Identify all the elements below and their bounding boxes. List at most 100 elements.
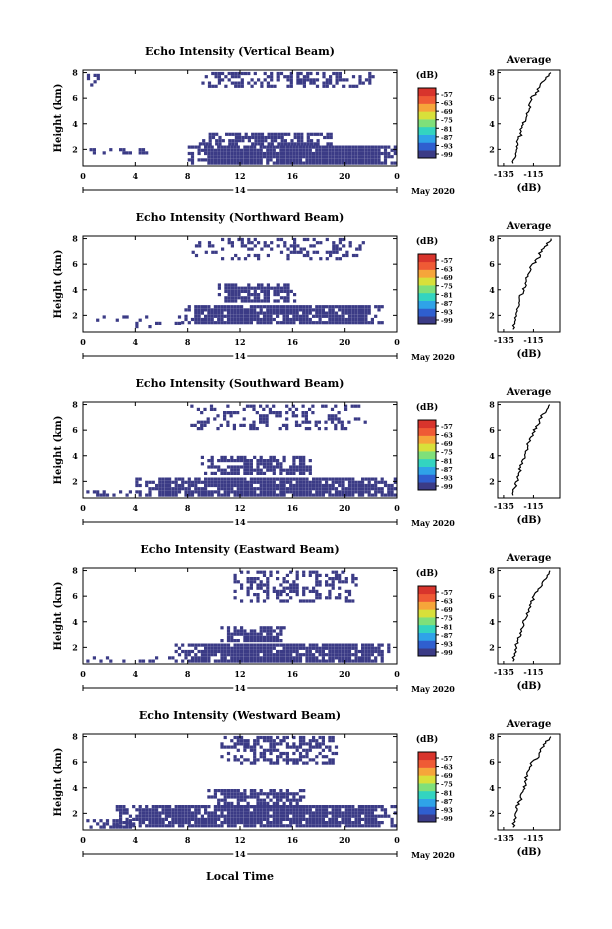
- echo-cell: [230, 817, 234, 821]
- echo-cell: [298, 817, 303, 821]
- echo-cell: [256, 161, 260, 165]
- echo-cell: [276, 158, 280, 162]
- echo-cell: [298, 459, 303, 463]
- echo-cell: [217, 155, 221, 159]
- echo-cell: [236, 158, 240, 162]
- echo-cell: [312, 480, 316, 484]
- echo-cell: [151, 805, 155, 809]
- echo-cell: [367, 490, 371, 494]
- echo-cell: [220, 480, 224, 484]
- echo-cell: [276, 817, 280, 821]
- echo-cell: [305, 480, 309, 484]
- echo-cell: [266, 321, 270, 325]
- echo-cell: [247, 289, 251, 293]
- echo-cell: [361, 483, 365, 488]
- echo-cell: [296, 250, 300, 254]
- echo-cell: [351, 573, 355, 577]
- echo-cell: [240, 821, 244, 825]
- echo-cell: [279, 589, 283, 593]
- echo-cell: [272, 308, 276, 312]
- echo-cell: [357, 493, 361, 497]
- echo-cell: [194, 487, 198, 491]
- echo-cell: [233, 317, 237, 322]
- echo-cell: [262, 755, 267, 759]
- echo-cell: [325, 814, 329, 818]
- echo-cell: [243, 824, 247, 828]
- echo-cell: [119, 805, 123, 809]
- echo-cell: [213, 308, 217, 312]
- echo-cell: [282, 805, 286, 809]
- echo-cell: [390, 805, 394, 809]
- average-frame: [497, 567, 561, 665]
- echo-cell: [305, 599, 309, 603]
- echo-cell: [377, 805, 381, 809]
- echo-cell: [347, 808, 352, 812]
- echo-cell: [230, 465, 234, 469]
- echo-cell: [354, 321, 358, 325]
- echo-cell: [252, 420, 256, 424]
- echo-cell: [331, 758, 335, 762]
- echo-cell: [321, 653, 325, 657]
- echo-cell: [308, 151, 312, 156]
- echo-cell: [338, 78, 342, 82]
- echo-cell: [253, 649, 257, 654]
- echo-cell: [259, 805, 263, 809]
- echo-cell: [341, 155, 345, 159]
- echo-cell: [259, 824, 263, 828]
- echo-cell: [200, 427, 204, 431]
- echo-cell: [305, 314, 309, 318]
- echo-cell: [272, 151, 276, 156]
- echo-cell: [125, 315, 129, 319]
- echo-cell: [272, 646, 276, 650]
- echo-cell: [128, 822, 132, 826]
- echo-cell: [347, 311, 352, 315]
- average-x-tick-label: -115: [523, 501, 543, 511]
- echo-cell: [174, 814, 178, 818]
- echo-cell: [269, 789, 273, 793]
- echo-cell: [217, 71, 221, 76]
- echo-cell: [289, 583, 293, 587]
- echo-cell: [148, 493, 152, 497]
- x-tick-label: 20: [339, 337, 351, 347]
- echo-cell: [305, 811, 309, 815]
- average-y-tick-label: 4: [489, 617, 495, 627]
- echo-cell: [253, 577, 257, 581]
- echo-cell: [204, 493, 208, 497]
- echo-cell: [302, 237, 306, 242]
- echo-cell: [285, 795, 289, 799]
- echo-cell: [233, 745, 237, 749]
- average-y-tick-label: 2: [489, 642, 495, 652]
- echo-cell: [279, 289, 284, 293]
- echo-cell: [226, 148, 231, 152]
- echo-cell: [344, 151, 348, 156]
- echo-cell: [256, 155, 260, 159]
- echo-cell: [230, 805, 234, 809]
- echo-cell: [292, 735, 296, 740]
- x-tick-label: 16: [287, 669, 299, 679]
- echo-cell: [321, 314, 325, 318]
- echo-cell: [321, 742, 325, 746]
- echo-cell: [331, 646, 335, 650]
- echo-cell: [312, 477, 316, 481]
- echo-cell: [213, 814, 217, 818]
- echo-cell: [298, 814, 303, 818]
- echo-cell: [230, 659, 234, 663]
- echo-cell: [246, 656, 250, 660]
- echo-cell: [279, 465, 283, 469]
- echo-cell: [213, 792, 217, 796]
- echo-cell: [347, 305, 352, 309]
- echo-cell: [234, 71, 238, 76]
- echo-cell: [240, 459, 244, 463]
- echo-cell: [295, 314, 299, 318]
- echo-cell: [334, 805, 339, 809]
- echo-cell: [246, 493, 250, 497]
- echo-cell: [125, 825, 129, 829]
- x-tick-label: 20: [339, 669, 351, 679]
- echo-cell: [298, 317, 303, 322]
- echo-cell: [276, 305, 280, 309]
- echo-cell: [298, 468, 303, 472]
- echo-cell: [331, 817, 335, 821]
- echo-cell: [269, 814, 273, 818]
- echo-cell: [262, 311, 267, 315]
- echo-cell: [295, 805, 299, 809]
